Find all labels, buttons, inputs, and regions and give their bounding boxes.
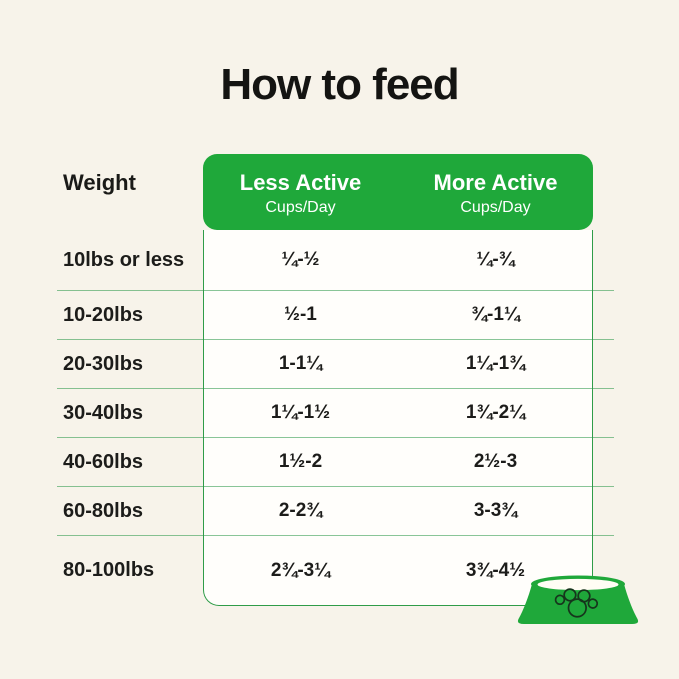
- weight-cell: 40-60lbs: [63, 450, 144, 473]
- less-active-cell: 1½-2: [278, 451, 323, 472]
- column-header-more-active: More Active Cups/Day: [398, 168, 593, 217]
- weight-cell: 60-80lbs: [63, 499, 144, 522]
- weight-cell: 80-100lbs: [63, 559, 155, 581]
- less-active-cell: ½-1: [284, 304, 317, 325]
- more-active-cell: ¼-¾: [476, 249, 515, 270]
- table-row: 10-20lbs ½-1 ¾-1¼: [57, 291, 614, 340]
- feeding-table: Less Active Cups/Day More Active Cups/Da…: [57, 154, 614, 614]
- weight-cell: 20-30lbs: [63, 352, 144, 375]
- more-active-sublabel: Cups/Day: [460, 198, 531, 216]
- less-active-label: Less Active: [239, 169, 362, 195]
- more-active-cell: 2½-3: [473, 451, 518, 472]
- table-row: 30-40lbs 1¼-1½ 1¾-2¼: [57, 389, 614, 438]
- less-active-cell: 1-1¼: [278, 353, 323, 374]
- dog-bowl-icon: [516, 575, 640, 627]
- less-active-cell: 1¼-1½: [270, 402, 331, 423]
- weight-cell: 10-20lbs: [63, 303, 144, 326]
- more-active-cell: 1¾-2¼: [465, 402, 526, 423]
- page-title: How to feed: [220, 60, 459, 109]
- table-column-headers: Less Active Cups/Day More Active Cups/Da…: [203, 154, 593, 230]
- table-row: 10lbs or less ¼-½ ¼-¾: [57, 230, 614, 291]
- table-body-panel: [203, 230, 593, 606]
- table-rows: 10lbs or less ¼-½ ¼-¾ 10-20lbs ½-1 ¾-1¼ …: [57, 230, 614, 605]
- more-active-cell: 1¼-1¾: [465, 353, 526, 374]
- column-header-less-active: Less Active Cups/Day: [203, 168, 398, 217]
- more-active-cell: 3¾-4½: [465, 559, 526, 581]
- less-active-cell: ¼-½: [281, 249, 320, 270]
- less-active-cell: 2-2¾: [278, 500, 323, 521]
- paw-print-icon: [554, 588, 599, 618]
- table-row: 80-100lbs 2¾-3¼ 3¾-4½: [57, 536, 614, 605]
- more-active-label: More Active: [433, 169, 558, 195]
- weight-column-header: Weight: [63, 170, 136, 195]
- less-active-cell: 2¾-3¼: [270, 559, 331, 581]
- more-active-cell: 3-3¾: [473, 500, 518, 521]
- table-row: 60-80lbs 2-2¾ 3-3¾: [57, 487, 614, 536]
- table-row: 20-30lbs 1-1¼ 1¼-1¾: [57, 340, 614, 389]
- table-row: 40-60lbs 1½-2 2½-3: [57, 438, 614, 487]
- more-active-cell: ¾-1¼: [471, 304, 520, 325]
- weight-cell: 10lbs or less: [63, 248, 185, 271]
- less-active-sublabel: Cups/Day: [265, 198, 336, 216]
- dog-bowl-paw-print-icon: [517, 575, 639, 624]
- weight-cell: 30-40lbs: [63, 401, 144, 424]
